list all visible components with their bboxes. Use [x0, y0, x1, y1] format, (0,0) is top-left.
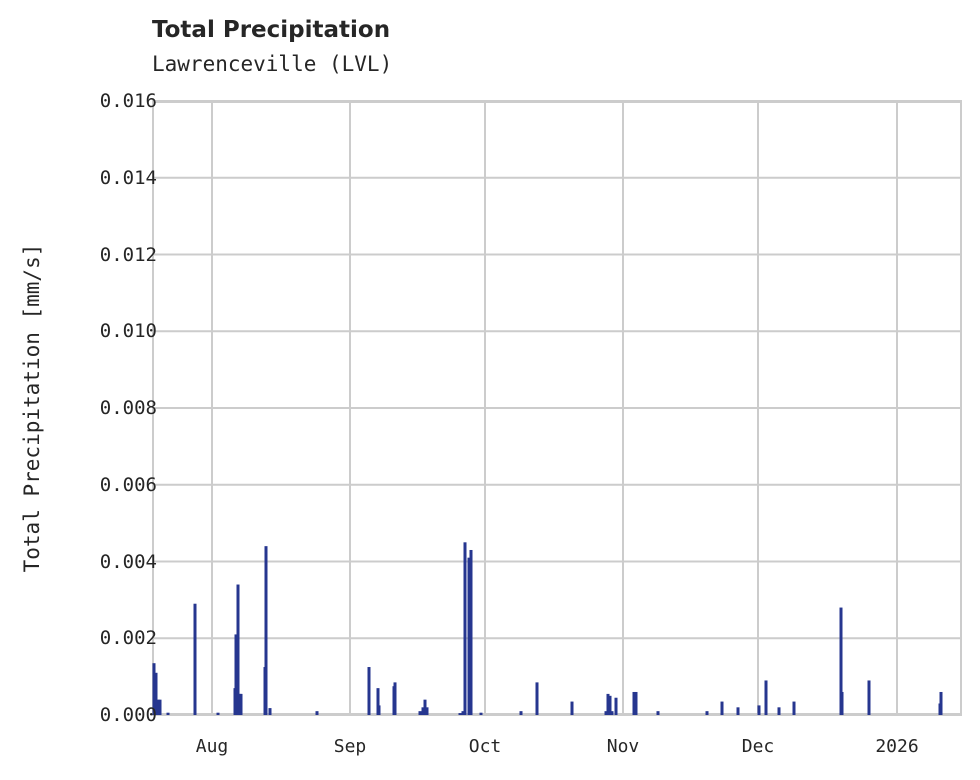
precip-bar: [606, 693, 610, 715]
precip-bar: [367, 667, 371, 715]
precip-bar: [377, 705, 381, 715]
precip-bar: [570, 701, 574, 715]
precip-bar: [423, 699, 427, 715]
precip-bar: [216, 712, 220, 715]
x-tick-label: Nov: [606, 736, 640, 757]
precip-bar: [376, 688, 380, 715]
precip-bar: [839, 607, 843, 715]
precip-bar: [634, 691, 638, 715]
precip-bar: [720, 701, 724, 715]
x-tick-label: Aug: [195, 736, 229, 757]
precip-bar: [463, 542, 467, 715]
precip-bar: [166, 712, 170, 715]
precip-bar: [614, 697, 618, 715]
precip-bar: [458, 713, 462, 715]
precip-bar: [705, 711, 709, 715]
precip-bar: [604, 711, 608, 715]
y-tick-label: 0.002: [99, 627, 157, 650]
y-tick-label: 0.010: [99, 320, 157, 343]
precip-bar: [156, 699, 160, 715]
x-tick-label: Sep: [333, 736, 367, 757]
y-tick-label: 0.008: [99, 397, 157, 419]
precip-bar: [764, 680, 768, 715]
precip-bar: [158, 699, 162, 715]
precip-bar: [234, 634, 238, 715]
precip-bar: [239, 693, 243, 715]
precip-bar: [840, 691, 844, 715]
precip-bar: [519, 711, 523, 715]
precip-bar: [656, 711, 660, 715]
chart-subtitle: Lawrenceville (LVL): [152, 52, 393, 76]
precip-bar: [418, 711, 422, 715]
precip-bar: [610, 711, 614, 715]
precip-bar: [152, 663, 156, 715]
precip-bar: [236, 584, 240, 715]
precip-bar: [461, 711, 465, 715]
precip-bar: [939, 691, 943, 715]
precip-bar: [425, 707, 429, 715]
x-tick-label: Dec: [741, 736, 775, 757]
precip-bar: [632, 691, 636, 715]
y-tick-label: 0.016: [99, 90, 157, 112]
y-tick-label: 0.004: [99, 550, 157, 573]
precip-bar: [469, 549, 473, 715]
precip-bar: [268, 708, 272, 715]
precip-bar: [777, 707, 781, 715]
precip-bar: [264, 546, 268, 715]
precip-bar: [608, 695, 612, 715]
precip-bar: [867, 680, 871, 715]
precip-bar: [757, 705, 761, 715]
precip-bar: [193, 603, 197, 715]
y-tick-label: 0.012: [99, 243, 157, 266]
precip-bar: [467, 557, 471, 715]
y-tick-label: 0.000: [99, 704, 157, 726]
x-tick-label: 2026: [875, 736, 919, 757]
precip-bar: [154, 672, 158, 715]
y-tick-label: 0.014: [99, 166, 157, 189]
precip-bar: [792, 701, 796, 715]
precip-bar: [479, 712, 483, 715]
precip-bar: [736, 707, 740, 715]
chart-title: Total Precipitation: [152, 17, 391, 43]
precip-bar: [393, 682, 397, 715]
precip-bar: [315, 711, 319, 715]
x-tick-label: Oct: [468, 736, 502, 757]
y-tick-label: 0.006: [99, 473, 157, 496]
precip-bar: [535, 682, 539, 715]
precip-bar: [421, 707, 425, 715]
